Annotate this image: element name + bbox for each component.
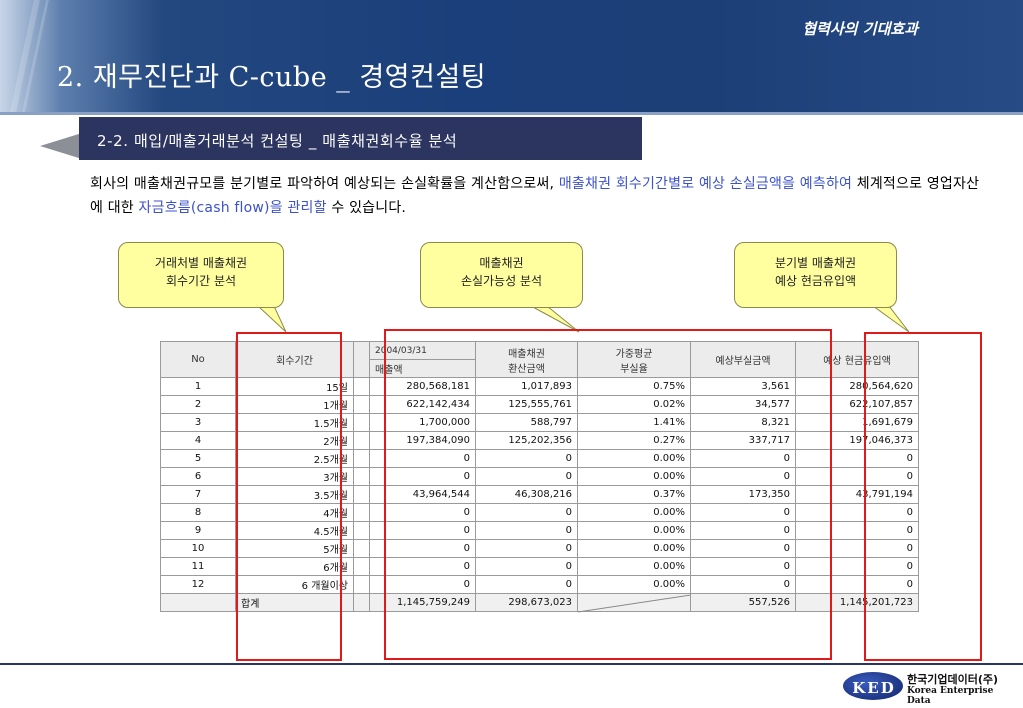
cell-total-cash: 1,145,201,723 <box>795 593 919 612</box>
callout-line: 분기별 매출채권 <box>774 256 857 270</box>
description-highlight: 자금흐름(cash flow)을 관리할 <box>138 200 327 216</box>
header-banner: 협력사의 기대효과 2. 재무진단과 C-cube _ 경영컨설팅 <box>0 0 1023 112</box>
diagonal-line <box>578 594 691 613</box>
header-expected-bad: 예상부실금액 <box>690 341 796 378</box>
cell-spacer <box>353 557 370 576</box>
cell-no: 9 <box>160 521 236 540</box>
cell-no: 12 <box>160 575 236 594</box>
highlight-box-loss <box>384 329 832 660</box>
description-text: 수 있습니다. <box>326 200 407 216</box>
cell-spacer <box>353 395 370 414</box>
cell-spacer <box>353 377 370 396</box>
table-row: 5 2.5개월 0 0 0.00% 0 0 <box>160 449 919 468</box>
cell-spacer <box>353 431 370 450</box>
cell-total-bad: 557,526 <box>690 593 796 612</box>
table-row: 4 2개월 197,384,090 125,202,356 0.27% 337,717 19… <box>160 431 919 450</box>
callout-loss-analysis: 매출채권 손실가능성 분석 <box>420 242 583 308</box>
table-total-row: 합계 1,145,759,249 298,673,023 557,526 1,145,2… <box>160 593 919 613</box>
footer-divider <box>0 663 1023 665</box>
callout-line: 회수기간 분석 <box>165 274 237 288</box>
logo-mark-icon <box>843 672 903 700</box>
header-date: 2004/03/31 <box>369 341 476 360</box>
header-spacer <box>353 341 370 378</box>
description-text: 체계적으로 영업자산에 대한 <box>90 176 980 216</box>
cell-no: 7 <box>160 485 236 504</box>
cell-no: 5 <box>160 449 236 468</box>
cell-spacer <box>353 413 370 432</box>
cell-no: 8 <box>160 503 236 522</box>
cell-no: 1 <box>160 377 236 396</box>
header-weighted-line: 부실율 <box>620 363 648 375</box>
section-arrow-icon <box>40 133 82 159</box>
cell-spacer <box>353 449 370 468</box>
table-row: 7 3.5개월 43,964,544 46,308,216 0.37% 173,350 43… <box>160 485 919 504</box>
cell-spacer <box>353 503 370 522</box>
cell-no: 3 <box>160 413 236 432</box>
callout-line: 거래처별 매출채권 <box>154 256 248 270</box>
cell-total-no <box>160 593 236 612</box>
callout-line: 예상 현금유입액 <box>774 274 857 288</box>
table-row: 10 5개월 0 0 0.00% 0 0 <box>160 539 919 558</box>
header-sales: 매출액 <box>369 359 476 378</box>
cell-total-sales: 1,145,759,249 <box>369 593 476 612</box>
description-text: 회사의 매출채권규모를 분기별로 파악하여 예상되는 손실확률을 계산함으로써, <box>90 176 559 192</box>
callout-line: 손실가능성 분석 <box>460 274 543 288</box>
section-title: 2-2. 매입/매출거래분석 컨설팅 _ 매출채권회수율 분석 <box>79 117 642 160</box>
logo-name-english: Korea Enterprise Data <box>907 686 994 706</box>
header-no: No <box>160 341 236 378</box>
cell-spacer <box>353 539 370 558</box>
header-period: 회수기간 <box>235 341 354 378</box>
header-converted-line: 환산금액 <box>508 363 545 375</box>
cell-no: 11 <box>160 557 236 576</box>
callout-line: 매출채권 <box>479 256 524 270</box>
header-divider <box>0 112 1023 115</box>
header-subtitle: 협력사의 기대효과 <box>802 20 918 38</box>
cell-spacer <box>353 593 370 612</box>
cell-no: 4 <box>160 431 236 450</box>
description-highlight: 매출채권 회수기간별로 예상 손실금액을 예측하여 <box>558 176 853 192</box>
cell-total-rate-empty <box>577 593 691 613</box>
callout-period-analysis: 거래처별 매출채권 회수기간 분석 <box>118 242 284 308</box>
header-expected-cash: 예상 현금유입액 <box>795 341 919 378</box>
description-paragraph: 회사의 매출채권규모를 분기별로 파악하여 예상되는 손실확률을 계산함으로써,… <box>90 172 990 220</box>
cell-spacer <box>353 485 370 504</box>
cell-spacer <box>353 521 370 540</box>
page-title: 2. 재무진단과 C-cube _ 경영컨설팅 <box>57 62 487 93</box>
cell-spacer <box>353 575 370 594</box>
table-row: 2 1개월 622,142,434 125,555,761 0.02% 34,577 622… <box>160 395 919 414</box>
callout-cash-inflow: 분기별 매출채권 예상 현금유입액 <box>734 242 897 308</box>
header-weighted-line: 가중평균 <box>615 348 653 360</box>
header-converted-line: 매출채권 <box>508 348 545 360</box>
company-logo: KED 한국기업데이터(주) Korea Enterprise Data <box>843 669 1013 706</box>
logo-mark-text: KED <box>852 679 896 697</box>
cell-no: 10 <box>160 539 236 558</box>
cell-no: 6 <box>160 467 236 486</box>
highlight-box-period <box>236 332 342 661</box>
logo-name-korean: 한국기업데이터(주) <box>907 673 999 686</box>
highlight-box-cash <box>864 332 982 661</box>
cell-no: 2 <box>160 395 236 414</box>
cell-total-label: 합계 <box>235 593 354 612</box>
cell-spacer <box>353 467 370 486</box>
